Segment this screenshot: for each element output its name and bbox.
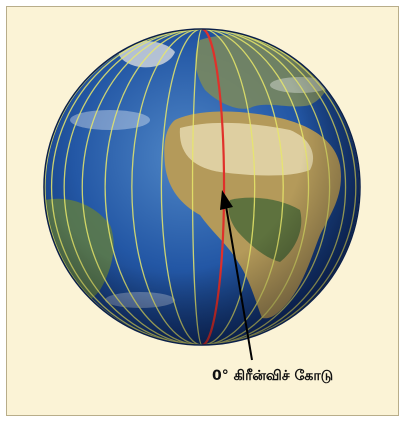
globe-outline (43, 28, 361, 346)
prime-meridian-caption: 0° கிரீன்விச் கோடு (212, 368, 334, 384)
arrow-pointer-icon (220, 190, 253, 361)
